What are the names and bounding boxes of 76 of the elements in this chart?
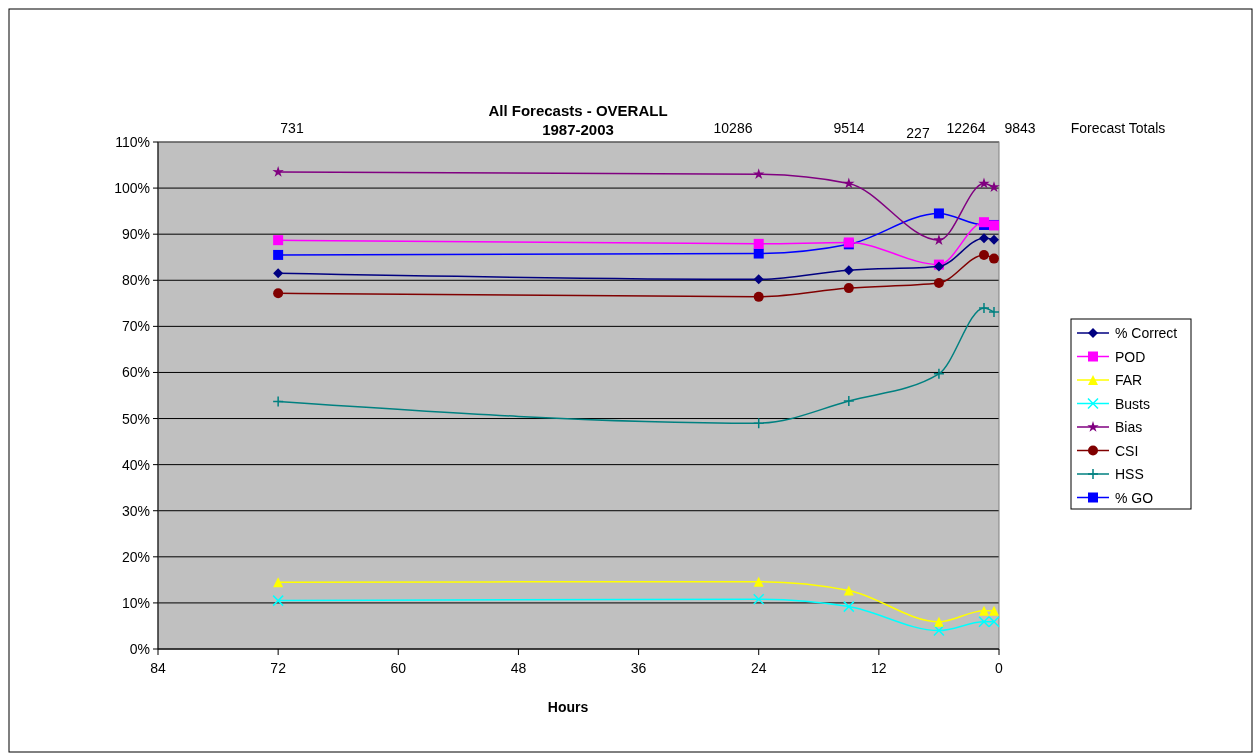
point [273, 268, 284, 279]
point [272, 594, 284, 607]
point [753, 576, 764, 587]
point [933, 368, 945, 380]
point [978, 177, 990, 189]
point [933, 616, 944, 627]
point [988, 253, 999, 264]
text: 731 [280, 120, 304, 136]
legend-label: FAR [1115, 372, 1143, 388]
point [753, 274, 764, 285]
point [933, 234, 945, 246]
point [978, 605, 989, 616]
y-tick-label: 60% [121, 364, 150, 381]
point [933, 624, 945, 637]
legend-label: Busts [1115, 395, 1151, 412]
x-tick-label: 48 [510, 660, 527, 676]
point [273, 577, 284, 588]
legend-label: HSS [1115, 466, 1144, 482]
y-tick-label: 10% [121, 594, 150, 611]
point [988, 181, 1000, 193]
x-tick-label: 72 [270, 660, 287, 676]
point [978, 616, 990, 628]
x-tick-label: 0 [995, 660, 1004, 676]
point [753, 238, 764, 249]
point [753, 291, 764, 302]
point [843, 265, 854, 276]
point [978, 249, 989, 260]
x-tick-label: 24 [750, 660, 767, 676]
y-tick-label: 40% [121, 456, 150, 473]
legend-label: % GO [1115, 489, 1154, 506]
text: 10286 [713, 120, 753, 136]
x-tick-label: 60 [390, 660, 407, 676]
point [753, 168, 765, 180]
x-tick-label: 12 [871, 660, 887, 676]
point [988, 306, 1000, 318]
text: 9514 [833, 120, 865, 136]
y-tick-label: 110% [115, 134, 150, 150]
point [843, 600, 855, 613]
point [843, 585, 854, 596]
y-tick-label: 100% [114, 180, 150, 197]
y-tick-label: 80% [121, 272, 150, 289]
point [988, 605, 999, 616]
point [273, 249, 284, 260]
point [988, 616, 1000, 628]
text: Forecast Totals [1070, 120, 1166, 136]
chart-title: All Forecasts - OVERALL 1987-2003 [488, 102, 668, 138]
point [978, 302, 990, 314]
point [272, 165, 284, 177]
legend-label: % Correct [1115, 325, 1178, 341]
legend-label: Bias [1115, 419, 1143, 435]
y-tick-label: 30% [121, 502, 150, 519]
y-tick-label: 20% [121, 548, 150, 565]
legend-label: POD [1115, 348, 1146, 365]
text: 227 [906, 125, 930, 141]
point [273, 235, 284, 246]
y-tick-label: 90% [121, 226, 150, 243]
point [752, 593, 765, 605]
point [273, 288, 284, 299]
point [753, 248, 764, 259]
point [272, 395, 284, 408]
y-tick-label: 50% [121, 410, 150, 427]
x-tick-label: 36 [630, 660, 647, 676]
point [933, 208, 944, 219]
y-tick-label: 70% [121, 318, 150, 335]
y-tick-label: 0% [129, 641, 150, 657]
point [843, 283, 854, 294]
x-axis-title: Hours [547, 699, 589, 715]
point [978, 233, 989, 244]
text: 12264 [946, 120, 986, 136]
point [843, 395, 855, 407]
point [988, 234, 999, 245]
legend-label: CSI [1115, 442, 1139, 459]
point [752, 417, 765, 429]
x-tick-label: 84 [150, 660, 166, 676]
text: 9843 [1004, 120, 1036, 136]
point [933, 278, 944, 289]
